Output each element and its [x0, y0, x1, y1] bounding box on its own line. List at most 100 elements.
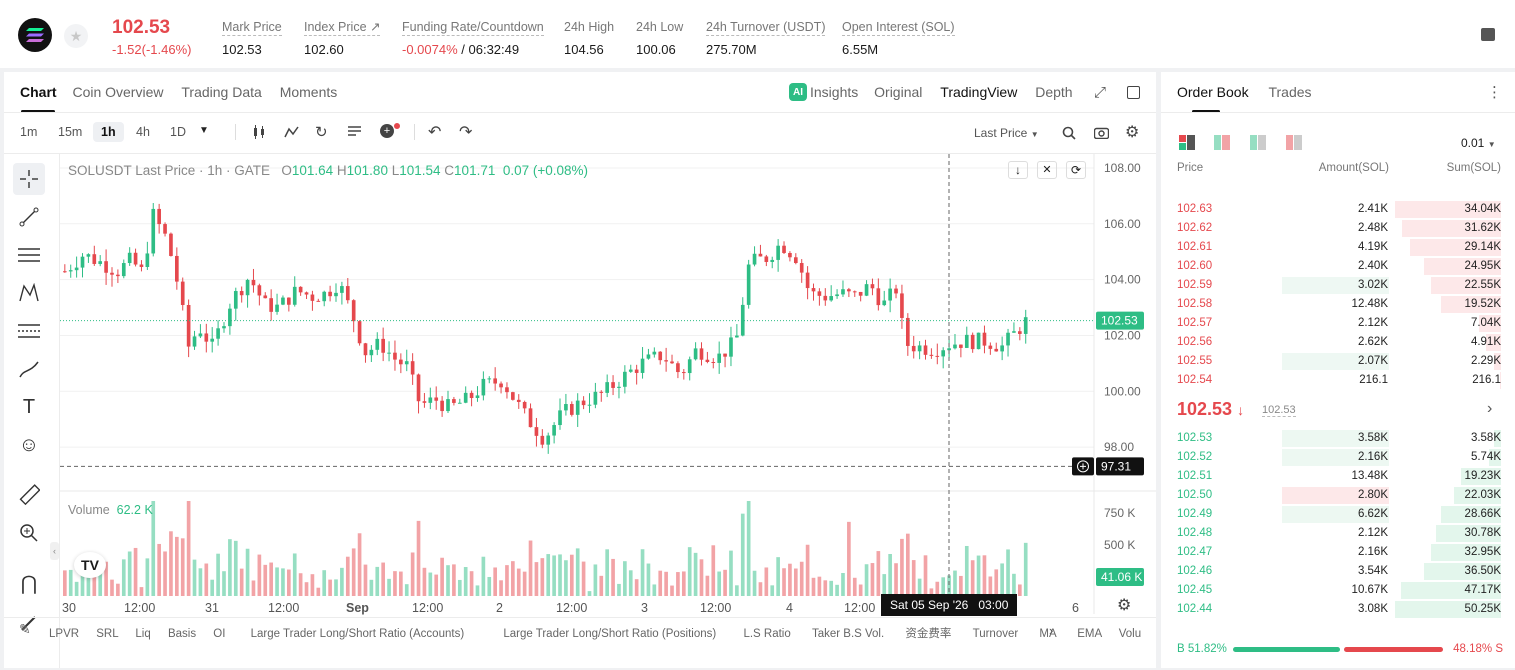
indicator-ls-ratio[interactable]: L.S Ratio — [743, 628, 791, 640]
horizontal-lines-tool-icon[interactable] — [13, 239, 45, 271]
tf-15m[interactable]: 15m — [58, 125, 83, 139]
indicator-taker-vol[interactable]: Taker B.S Vol. — [811, 628, 885, 640]
ask-row[interactable]: 102.62 2.48K 31.62K — [1161, 219, 1515, 238]
ob-mid-price[interactable]: 102.53 ↓ — [1177, 399, 1244, 420]
emoji-tool-icon[interactable]: ☺ — [18, 433, 40, 456]
add-indicator-icon[interactable]: + — [380, 124, 394, 138]
zoom-in-tool-icon[interactable] — [13, 517, 45, 549]
tab-moments[interactable]: Moments — [279, 84, 338, 100]
ask-row[interactable]: 102.56 2.62K 4.91K — [1161, 333, 1515, 352]
settings-gear-icon[interactable]: ⚙ — [1125, 124, 1140, 141]
pattern-tool-icon[interactable] — [13, 277, 45, 309]
price-source-select[interactable]: Last Price ▼ — [974, 126, 1039, 140]
tf-1h[interactable]: 1h — [93, 122, 124, 142]
open-interest-stat[interactable]: Open Interest (SOL) 6.55M — [842, 18, 955, 57]
ask-row[interactable]: 102.58 12.48K 19.52K — [1161, 295, 1515, 314]
ask-row[interactable]: 102.55 2.07K 2.29K — [1161, 352, 1515, 371]
tab-original[interactable]: Original — [874, 84, 923, 100]
indicator-ma[interactable]: MA — [1039, 628, 1057, 640]
camera-icon[interactable] — [1094, 126, 1109, 139]
tab-trading-data[interactable]: Trading Data — [181, 84, 262, 100]
redo-icon[interactable]: ↷ — [459, 124, 473, 141]
replay-icon[interactable]: ↻ — [315, 124, 328, 141]
indicator-lt-positions[interactable]: Large Trader Long/Short Ratio (Positions… — [503, 628, 717, 640]
index-price-stat[interactable]: Index Price ↗ 102.60 — [304, 18, 381, 57]
tab-depth[interactable]: Depth — [1035, 84, 1073, 100]
tradingview-logo[interactable]: TV — [74, 552, 106, 578]
bid-row[interactable]: 102.51 13.48K 19.23K — [1161, 467, 1515, 486]
candlestick-chart[interactable]: 108.00 106.00 104.00 102.00 100.00 98.00 750 K… — [60, 154, 1156, 614]
bid-row[interactable]: 102.44 3.08K 50.25K — [1161, 600, 1515, 619]
reset-icon[interactable]: ⟳ — [1066, 161, 1086, 179]
collapse-icon[interactable]: ✕ — [1037, 161, 1057, 179]
trend-line-tool-icon[interactable] — [13, 201, 45, 233]
magnet-tool-icon[interactable]: ⋂ — [20, 572, 38, 595]
more-options-icon[interactable]: ⋮ — [1487, 84, 1502, 101]
tab-trades[interactable]: Trades — [1268, 84, 1312, 100]
undo-icon[interactable]: ↶ — [428, 124, 442, 141]
tab-insights[interactable]: Insights — [810, 84, 859, 100]
tf-4h[interactable]: 4h — [136, 125, 150, 139]
volume-bar — [935, 581, 940, 596]
bid-row[interactable]: 102.48 2.12K 30.78K — [1161, 524, 1515, 543]
bid-row[interactable]: 102.45 10.67K 47.17K — [1161, 581, 1515, 600]
ask-row[interactable]: 102.57 2.12K 7.04K — [1161, 314, 1515, 333]
expand-icon[interactable]: ⤢ — [1094, 84, 1107, 101]
ask-row[interactable]: 102.60 2.40K 24.95K — [1161, 257, 1515, 276]
ask-row[interactable]: 102.63 2.41K 34.04K — [1161, 200, 1515, 219]
templates-icon[interactable] — [348, 125, 363, 138]
search-icon[interactable] — [1062, 126, 1076, 140]
indicator-ema[interactable]: EMA — [1077, 628, 1102, 640]
timeframe-dropdown-icon[interactable]: ▼ — [199, 125, 209, 136]
crosshair-tool-icon[interactable] — [13, 163, 45, 195]
scroll-right-icon[interactable]: › — [1049, 623, 1054, 638]
precision-select[interactable]: 0.01 ▼ — [1461, 136, 1496, 150]
tab-tradingview[interactable]: TradingView — [940, 84, 1018, 100]
indicator-volume[interactable]: Volu — [1118, 628, 1142, 640]
tf-1m[interactable]: 1m — [20, 125, 38, 139]
bid-row[interactable]: 102.53 3.58K 3.58K — [1161, 429, 1515, 448]
indicator-oi[interactable]: OI — [213, 628, 226, 640]
view-split-icon[interactable] — [1214, 135, 1230, 155]
favorite-star-icon[interactable]: ★ — [64, 24, 88, 48]
indicators-icon[interactable] — [284, 125, 300, 139]
edit-icon[interactable]: ✎ — [19, 621, 31, 637]
ruler-tool-icon[interactable] — [13, 479, 45, 511]
turnover-24h-stat[interactable]: 24h Turnover (USDT) 275.70M — [706, 18, 826, 57]
view-both-icon[interactable] — [1179, 135, 1195, 155]
collapse-toolbar-icon[interactable]: ‹ — [50, 542, 59, 560]
chevron-right-icon[interactable]: › — [1487, 400, 1493, 417]
pencil-tool-icon[interactable] — [13, 607, 45, 639]
brush-tool-icon[interactable] — [13, 353, 45, 385]
indicator-lt-accounts[interactable]: Large Trader Long/Short Ratio (Accounts) — [250, 628, 465, 640]
guide-book-icon[interactable] — [1481, 28, 1495, 41]
ask-row[interactable]: 102.59 3.02K 22.55K — [1161, 276, 1515, 295]
bid-row[interactable]: 102.47 2.16K 32.95K — [1161, 543, 1515, 562]
indicator-liq[interactable]: Liq — [135, 628, 151, 640]
indicator-turnover[interactable]: Turnover — [972, 628, 1019, 640]
indicator-basis[interactable]: Basis — [167, 628, 197, 640]
fib-tool-icon[interactable] — [13, 315, 45, 347]
bid-row[interactable]: 102.46 3.54K 36.50K — [1161, 562, 1515, 581]
ask-row[interactable]: 102.61 4.19K 29.14K — [1161, 238, 1515, 257]
indicator-srl[interactable]: SRL — [96, 628, 119, 640]
window-mode-icon[interactable] — [1127, 86, 1140, 99]
view-bids-icon[interactable] — [1250, 135, 1266, 155]
view-asks-icon[interactable] — [1286, 135, 1302, 155]
tab-order-book[interactable]: Order Book — [1177, 84, 1249, 100]
tab-chart[interactable]: Chart — [20, 84, 57, 100]
indicator-funding[interactable]: 资金费率 — [905, 628, 952, 640]
indicator-lpvr[interactable]: LPVR — [49, 628, 80, 640]
funding-rate-stat[interactable]: Funding Rate/Countdown -0.0074% / 06:32:… — [402, 18, 544, 57]
text-tool-icon[interactable]: T — [22, 395, 36, 418]
ask-row[interactable]: 102.54 216.1 216.1 — [1161, 371, 1515, 390]
candle-type-icon[interactable] — [252, 125, 268, 139]
chart-settings-icon[interactable]: ⚙ — [1117, 597, 1132, 614]
tab-coin-overview[interactable]: Coin Overview — [72, 84, 164, 100]
bid-row[interactable]: 102.49 6.62K 28.66K — [1161, 505, 1515, 524]
bid-row[interactable]: 102.52 2.16K 5.74K — [1161, 448, 1515, 467]
bid-row[interactable]: 102.50 2.80K 22.03K — [1161, 486, 1515, 505]
mark-price-stat[interactable]: Mark Price 102.53 — [222, 18, 282, 57]
scroll-down-icon[interactable]: ↓ — [1008, 161, 1028, 179]
tf-1d[interactable]: 1D — [170, 125, 186, 139]
